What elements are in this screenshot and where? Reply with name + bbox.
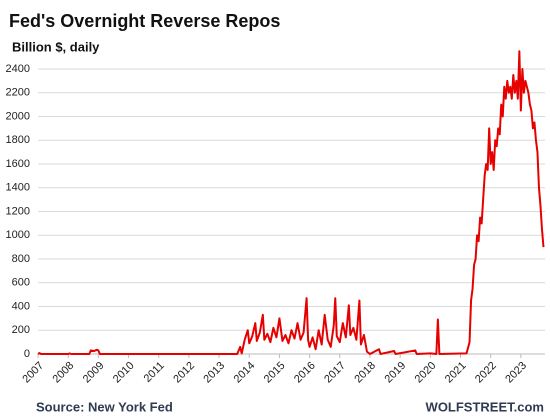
x-tick-label: 2014 — [232, 360, 258, 386]
x-tick-label: 2018 — [352, 360, 378, 386]
x-tick-label: 2017 — [322, 360, 348, 386]
x-tick-label: 2019 — [383, 360, 409, 386]
data-line — [37, 50, 545, 355]
x-tick-label: 2020 — [413, 360, 439, 386]
x-tick-label: 2016 — [292, 360, 318, 386]
x-tick-label: 2022 — [473, 360, 499, 386]
x-tick-label: 2013 — [201, 360, 227, 386]
x-tick-label: 2023 — [503, 360, 529, 386]
y-tick-label: 600 — [12, 277, 30, 289]
chart-subtitle: Billion $, daily — [12, 39, 100, 54]
y-tick-label: 400 — [12, 300, 30, 312]
y-tick-label: 800 — [12, 253, 30, 265]
x-tick-label: 2009 — [81, 360, 107, 386]
y-tick-label: 2400 — [6, 63, 30, 75]
x-tick-label: 2021 — [443, 360, 469, 386]
source-note: Source: New York Fed — [36, 399, 173, 414]
credit: WOLFSTREET.com — [426, 399, 544, 414]
x-tick-label: 2008 — [51, 360, 77, 386]
y-tick-label: 1600 — [6, 158, 30, 170]
chart-title: Fed's Overnight Reverse Repos — [9, 11, 280, 31]
x-tick-label: 2012 — [171, 360, 197, 386]
y-tick-label: 1200 — [6, 205, 30, 217]
x-tick-label: 2007 — [20, 360, 46, 386]
x-tick-label: 2011 — [142, 360, 167, 385]
y-tick-label: 1800 — [6, 134, 30, 146]
y-tick-label: 2200 — [6, 87, 30, 99]
y-tick-label: 0 — [24, 348, 30, 360]
y-tick-label: 1000 — [6, 229, 30, 241]
y-tick-label: 200 — [12, 324, 30, 336]
y-tick-label: 2000 — [6, 110, 30, 122]
y-tick-label: 1400 — [6, 182, 30, 194]
x-tick-label: 2010 — [111, 360, 137, 386]
x-tick-label: 2015 — [262, 360, 288, 386]
